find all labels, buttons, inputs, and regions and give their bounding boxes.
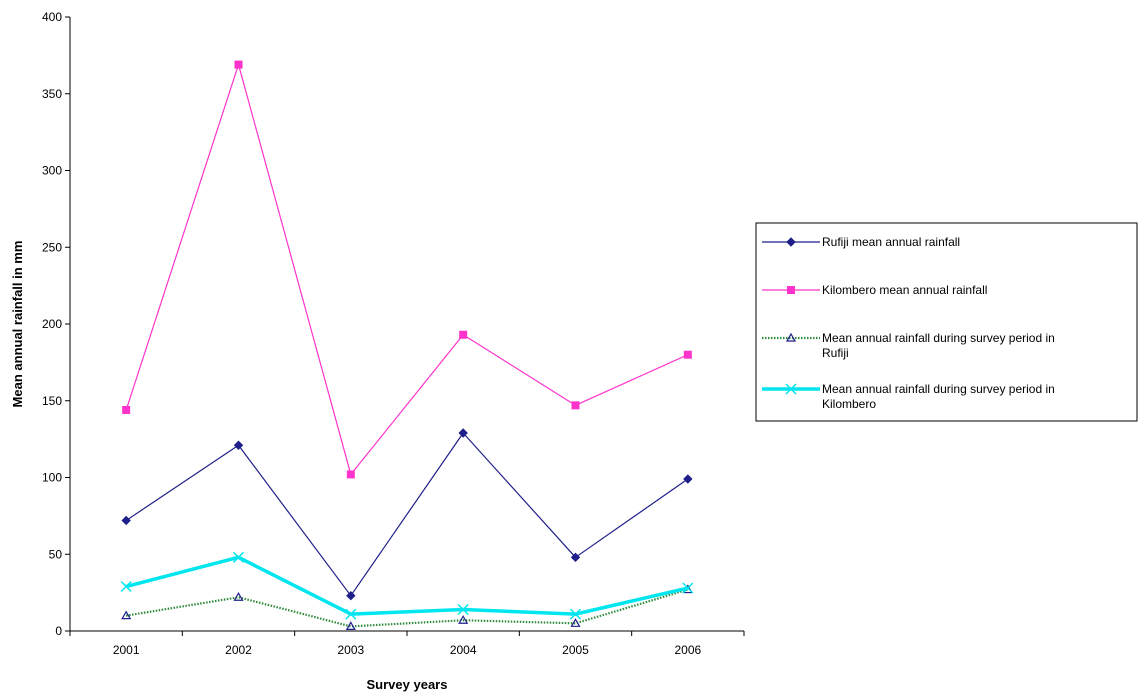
series-2 — [122, 60, 692, 479]
data-point — [570, 618, 581, 627]
legend-label: Rufiji mean annual rainfall — [822, 235, 960, 249]
data-point — [234, 60, 243, 69]
data-point — [120, 580, 132, 593]
data-point — [458, 428, 468, 438]
axes — [69, 17, 744, 632]
data-point — [459, 330, 468, 339]
x-tick-label: 2004 — [450, 643, 477, 657]
data-point — [122, 405, 131, 414]
data-point — [458, 615, 469, 624]
data-point — [233, 592, 244, 601]
y-tick-label: 200 — [42, 317, 62, 331]
data-point — [570, 552, 581, 563]
y-tick-label: 400 — [42, 10, 62, 24]
legend-marker — [785, 332, 797, 342]
legend-item: Mean annual rainfall during survey perio… — [762, 382, 1055, 411]
legend-item: Rufiji mean annual rainfall — [762, 235, 960, 249]
x-axis-title: Survey years — [367, 677, 448, 692]
series-4 — [120, 551, 694, 620]
x-tick-label: 2002 — [225, 643, 252, 657]
series-layer — [120, 60, 694, 630]
legend-label: Rufiji — [822, 346, 849, 360]
legend-label: Mean annual rainfall during survey perio… — [822, 331, 1055, 345]
data-point — [569, 608, 582, 620]
series-1 — [121, 428, 693, 601]
x-tick-label: 2006 — [674, 643, 701, 657]
legend-marker — [786, 237, 796, 247]
data-point — [682, 582, 694, 594]
y-tick-label: 50 — [49, 547, 63, 561]
x-tick-label: 2005 — [562, 643, 589, 657]
x-ticks: 2001 2002 2003 2004 2005 2006 — [69, 631, 745, 657]
data-point — [232, 551, 245, 563]
legend-item: Mean annual rainfall during survey perio… — [762, 331, 1055, 360]
y-tick-label: 100 — [42, 471, 62, 485]
legend-label: Mean annual rainfall during survey perio… — [822, 382, 1055, 396]
data-point — [233, 440, 244, 450]
data-point — [683, 350, 692, 359]
legend-label: Kilombero — [822, 397, 876, 411]
legend-item: Kilombero mean annual rainfall — [762, 283, 987, 297]
data-point — [345, 608, 357, 620]
data-point — [457, 603, 469, 616]
data-point — [121, 610, 132, 620]
data-point — [571, 401, 580, 410]
data-point — [346, 470, 355, 479]
series-line — [125, 432, 689, 597]
series-line — [125, 588, 689, 628]
series-3 — [121, 584, 693, 630]
data-point — [683, 474, 693, 484]
data-point — [345, 621, 356, 630]
y-tick-label: 250 — [42, 240, 62, 254]
legend: Rufiji mean annual rainfall Kilombero mea… — [755, 222, 1138, 422]
y-ticks: 0 50 100 150 200 250 300 350 400 — [42, 10, 70, 638]
legend-marker — [785, 383, 797, 395]
x-tick-label: 2001 — [113, 643, 140, 657]
data-point — [121, 515, 131, 526]
y-tick-label: 150 — [42, 394, 62, 408]
legend-marker — [787, 286, 795, 294]
legend-label: Kilombero mean annual rainfall — [822, 283, 987, 297]
series-line — [125, 63, 689, 476]
y-tick-label: 350 — [42, 87, 62, 101]
x-tick-label: 2003 — [337, 643, 364, 657]
y-axis-title: Mean annual rainfall in mm — [10, 241, 25, 408]
data-point — [346, 590, 356, 601]
y-tick-label: 0 — [55, 624, 62, 638]
y-tick-label: 300 — [42, 164, 62, 178]
series-line — [125, 555, 689, 616]
